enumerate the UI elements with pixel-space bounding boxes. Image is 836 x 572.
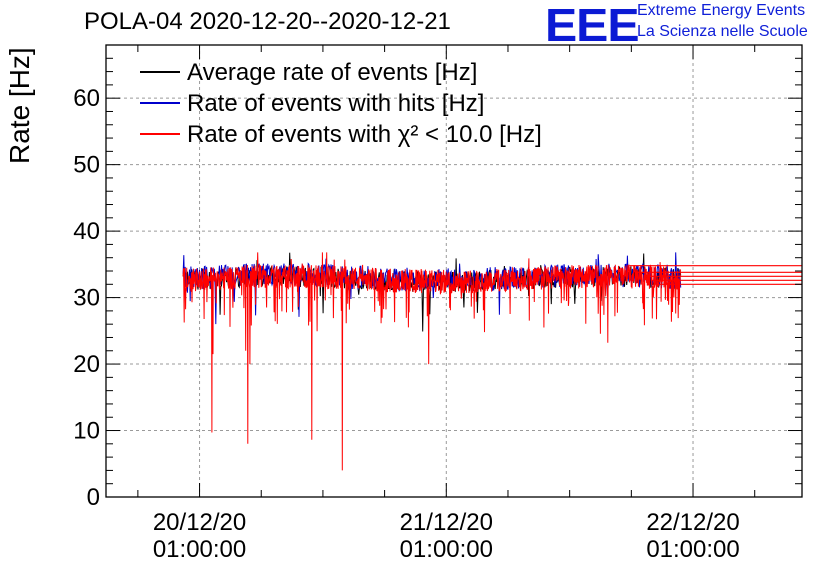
- legend-average-label: Average rate of events [Hz]: [187, 59, 477, 86]
- y-tick-label: 30: [73, 285, 100, 312]
- y-tick-label: 60: [73, 85, 100, 112]
- brand-line-1: Extreme Energy Events: [637, 2, 806, 19]
- y-tick-label: 40: [73, 218, 100, 245]
- eee-logo: EEE: [545, 0, 640, 51]
- y-tick-label: 20: [73, 351, 100, 378]
- y-tick-label: 50: [73, 152, 100, 179]
- y-tick-label: 0: [87, 484, 100, 511]
- y-tick-label: 10: [73, 418, 100, 445]
- x-axis-ticks: 20/12/2001:00:0021/12/2001:00:0022/12/20…: [137, 45, 756, 563]
- y-axis-ticks: 0 10 20 30 40 50 60: [73, 44, 802, 511]
- brand-line-2: La Scienza nelle Scuole: [637, 23, 808, 40]
- chi2-rate-line: [182, 252, 682, 471]
- grid-lines: [106, 45, 802, 497]
- x-tick-label-date: 20/12/20: [153, 509, 246, 536]
- x-tick-label-time: 01:00:00: [646, 536, 739, 563]
- legend-chi2-label: Rate of events with χ² < 10.0 [Hz]: [187, 121, 542, 148]
- x-tick-label-time: 01:00:00: [400, 536, 493, 563]
- x-tick-label-date: 21/12/20: [400, 509, 493, 536]
- x-tick-label-date: 22/12/20: [646, 509, 739, 536]
- y-axis-label: Rate [Hz]: [4, 47, 35, 164]
- legend-hits-label: Rate of events with hits [Hz]: [187, 90, 484, 117]
- chart-title: POLA-04 2020-12-20--2020-12-21: [84, 8, 451, 35]
- series-chi2: [182, 252, 802, 471]
- x-tick-label-time: 01:00:00: [153, 536, 246, 563]
- legend: Average rate of events [Hz] Rate of event…: [140, 59, 542, 148]
